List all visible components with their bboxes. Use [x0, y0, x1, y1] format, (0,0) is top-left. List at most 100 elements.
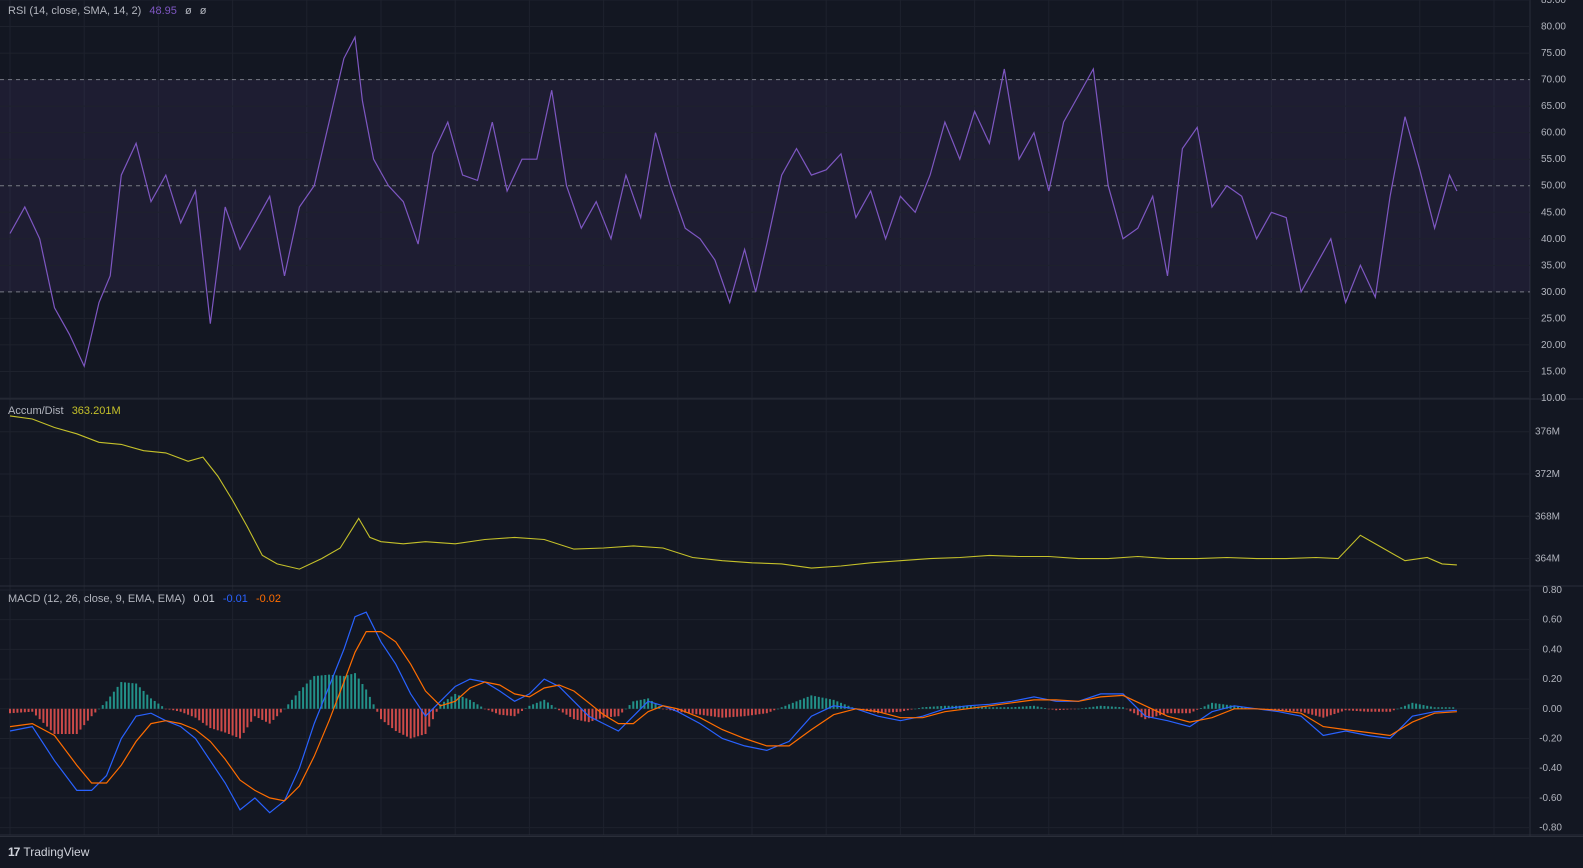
rsi-legend-value: 48.95 — [149, 5, 177, 17]
macd-histogram-bar — [1374, 708, 1377, 712]
macd-histogram-bar — [802, 698, 805, 709]
accum-dist-line — [9, 415, 1457, 570]
macd-histogram-bar — [23, 708, 26, 713]
rsi-axis-tick-label: 75.00 — [1541, 48, 1566, 59]
macd-histogram-bar — [610, 708, 613, 717]
macd-histogram-bar — [1437, 707, 1440, 709]
tradingview-brand[interactable]: 17 TradingView — [8, 845, 89, 859]
macd-histogram-bar — [810, 695, 813, 709]
macd-histogram-bar — [109, 696, 112, 709]
macd-histogram-bar — [346, 675, 349, 709]
macd-histogram-bar — [161, 706, 164, 709]
macd-histogram-bar — [1047, 708, 1050, 710]
tradingview-logo-icon: 17 — [8, 845, 20, 859]
macd-histogram-bar — [1441, 707, 1444, 709]
macd-histogram-bar — [639, 699, 642, 709]
macd-histogram-bar — [1426, 705, 1429, 709]
macd-histogram-bar — [828, 699, 831, 709]
macd-histogram-bar — [1192, 708, 1195, 712]
macd-histogram-bar — [1147, 708, 1150, 719]
macd-histogram-bar — [201, 708, 204, 723]
macd-histogram-bar — [969, 706, 972, 709]
macd-histogram-bar — [1092, 706, 1095, 709]
macd-histogram-bar — [1444, 707, 1447, 709]
accum-axis-tick-label: 364M — [1535, 554, 1560, 565]
macd-histogram-bar — [932, 706, 935, 709]
macd-histogram-bar — [1196, 708, 1199, 710]
macd-histogram-bar — [1014, 707, 1017, 709]
macd-histogram-bar — [79, 708, 82, 730]
macd-histogram-bar — [1162, 708, 1165, 715]
macd-histogram-bar — [784, 705, 787, 709]
macd-histogram-bar — [1292, 708, 1295, 712]
macd-histogram-bar — [394, 708, 397, 732]
macd-histogram-bar — [1055, 708, 1058, 711]
macd-histogram-bar — [943, 705, 946, 709]
macd-histogram-bar — [921, 707, 924, 709]
macd-axis-tick-label: -0.80 — [1539, 823, 1562, 834]
macd-histogram-bar — [383, 708, 386, 723]
macd-histogram-bar — [90, 708, 93, 717]
macd-histogram-bar — [9, 708, 11, 714]
macd-histogram-bar — [762, 708, 765, 714]
macd-axis-tick-label: -0.20 — [1539, 733, 1562, 744]
macd-histogram-bar — [654, 703, 657, 709]
macd-histogram-bar — [227, 708, 230, 735]
macd-histogram-bar — [606, 708, 609, 718]
macd-histogram-bar — [1240, 706, 1243, 709]
macd-histogram-bar — [1344, 708, 1347, 711]
macd-histogram-bar — [1385, 708, 1388, 712]
macd-histogram-bar — [420, 708, 423, 736]
macd-histogram-bar — [572, 708, 575, 720]
macd-histogram-bar — [650, 700, 653, 709]
rsi-axis-tick-label: 80.00 — [1541, 22, 1566, 33]
macd-histogram-bar — [1396, 708, 1399, 710]
macd-histogram-bar — [86, 708, 89, 721]
macd-histogram-bar — [1244, 707, 1247, 709]
macd-histogram-bar — [413, 708, 416, 738]
macd-histogram-bar — [31, 708, 34, 712]
macd-histogram-bar — [380, 708, 382, 720]
macd-histogram-bar — [294, 695, 297, 709]
macd-histogram-bar — [20, 708, 23, 713]
rsi-axis-tick-label: 50.00 — [1541, 181, 1566, 192]
macd-legend-name: MACD (12, 26, close, 9, EMA, EMA) — [8, 593, 186, 605]
macd-histogram-bar — [435, 708, 438, 712]
macd-histogram-bar — [925, 707, 928, 709]
macd-histogram-bar — [1415, 703, 1418, 709]
macd-histogram-bar — [676, 708, 679, 712]
macd-histogram-bar — [402, 708, 405, 735]
macd-histogram-bar — [224, 708, 227, 733]
macd-histogram-bar — [424, 708, 427, 735]
macd-histogram-bar — [1281, 708, 1284, 711]
macd-histogram-bar — [1058, 708, 1061, 711]
macd-histogram-bar — [1103, 706, 1106, 709]
macd-histogram-bar — [1274, 708, 1277, 711]
macd-histogram-bar — [1433, 707, 1436, 709]
macd-histogram-bar — [747, 708, 750, 716]
macd-histogram-bar — [98, 708, 101, 710]
macd-histogram-bar — [1044, 708, 1047, 709]
macd-histogram-bar — [706, 708, 709, 716]
macd-histogram-bar — [1021, 706, 1024, 709]
macd-histogram-bar — [328, 674, 331, 709]
macd-histogram-bar — [172, 708, 175, 711]
macd-histogram-bar — [1159, 708, 1162, 716]
macd-histogram-bar — [1122, 707, 1124, 709]
macd-histogram-bar — [1422, 705, 1425, 709]
macd-legend-signal: -0.02 — [255, 593, 282, 605]
macd-histogram-bar — [936, 706, 939, 709]
macd-histogram-bar — [324, 674, 327, 709]
macd-histogram-bar — [68, 708, 71, 735]
macd-histogram-bar — [617, 708, 620, 717]
macd-axis-tick-label: 0.40 — [1543, 644, 1563, 655]
macd-histogram-bar — [502, 708, 505, 716]
macd-histogram-bar — [298, 690, 301, 709]
macd-histogram-bar — [135, 683, 138, 709]
macd-histogram-bar — [461, 696, 464, 709]
macd-histogram-bar — [995, 707, 998, 709]
macd-histogram-bar — [558, 708, 561, 711]
macd-histogram-bar — [1307, 708, 1310, 714]
